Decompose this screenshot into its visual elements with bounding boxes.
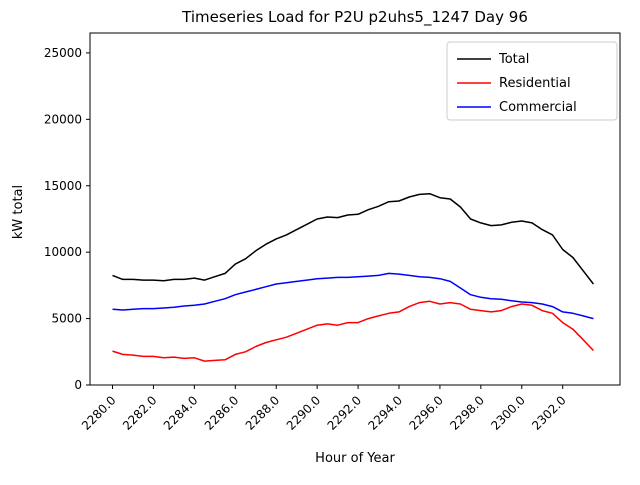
series-line-residential — [112, 300, 594, 362]
series-line-commercial — [112, 272, 594, 320]
x-tick-label: 2290.0 — [284, 393, 324, 433]
x-tick-label: 2286.0 — [202, 393, 242, 433]
y-axis-label: kW total — [11, 185, 26, 239]
x-tick-label: 2282.0 — [120, 393, 160, 433]
y-tick-label: 10000 — [44, 245, 82, 259]
x-axis-label: Hour of Year — [315, 451, 395, 466]
series-line-total — [112, 192, 594, 285]
x-tick-label: 2284.0 — [161, 393, 201, 433]
y-tick-label: 15000 — [44, 179, 82, 193]
x-tick-label: 2292.0 — [325, 393, 365, 433]
x-tick-label: 2294.0 — [366, 393, 406, 433]
x-tick-label: 2298.0 — [447, 393, 487, 433]
x-tick-label: 2300.0 — [488, 393, 528, 433]
chart-title: Timeseries Load for P2U p2uhs5_1247 Day … — [181, 8, 528, 27]
legend-label-commercial: Commercial — [499, 100, 577, 115]
plot-area: 2280.0 2282.0 2284.0 2286.0 2288.0 2290.0 2292… — [44, 32, 621, 433]
x-tick-label: 2280.0 — [79, 393, 119, 433]
y-tick-label: 5000 — [51, 312, 82, 326]
x-tick-label: 2296.0 — [406, 393, 446, 433]
x-tick-label: 2302.0 — [529, 393, 569, 433]
y-tick-label: 20000 — [44, 112, 82, 126]
axes-frame — [89, 32, 621, 386]
x-tick-label: 2288.0 — [243, 393, 283, 433]
legend-label-residential: Residential — [499, 76, 571, 91]
legend-label-total: Total — [498, 52, 529, 67]
y-tick-label: 0 — [74, 378, 82, 392]
legend-box — [446, 41, 618, 121]
y-tick-label: 25000 — [44, 46, 82, 60]
